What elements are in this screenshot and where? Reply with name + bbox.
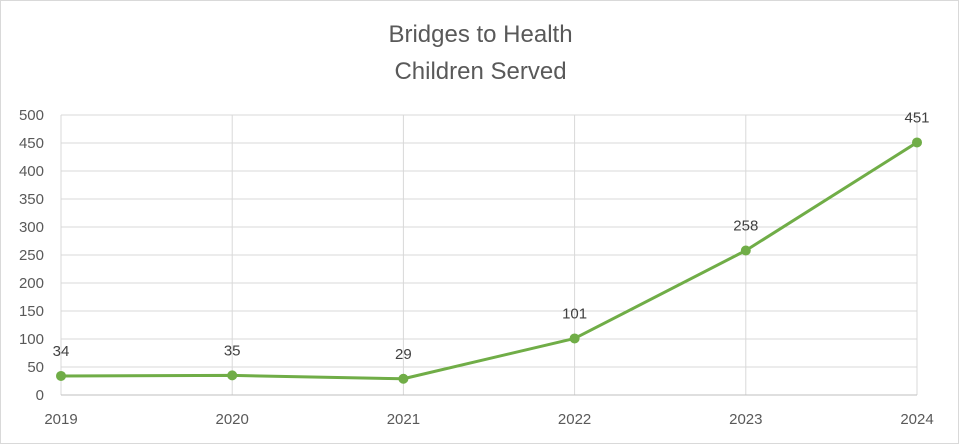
x-tick-label: 2022 xyxy=(558,411,591,428)
data-label: 35 xyxy=(224,342,241,359)
data-label: 451 xyxy=(904,109,929,126)
x-tick-label: 2021 xyxy=(387,411,420,428)
y-tick-label: 350 xyxy=(19,191,44,208)
y-tick-label: 250 xyxy=(19,247,44,264)
chart-title-line-2: Children Served xyxy=(394,58,567,85)
data-label: 101 xyxy=(562,305,587,322)
x-tick-label: 2020 xyxy=(216,411,249,428)
data-point xyxy=(912,137,922,148)
chart-title-line-1: Bridges to Health xyxy=(388,21,573,48)
data-point xyxy=(569,333,580,344)
data-point xyxy=(740,245,751,256)
data-point xyxy=(227,370,238,381)
series-line xyxy=(60,141,918,381)
y-tick-label: 0 xyxy=(36,387,44,404)
x-tick-label: 2024 xyxy=(900,411,933,428)
data-label: 258 xyxy=(733,218,758,235)
y-tick-label: 300 xyxy=(19,219,44,236)
y-tick-label: 450 xyxy=(19,135,44,152)
data-point xyxy=(56,370,66,381)
x-tick-label: 2019 xyxy=(44,411,77,428)
data-label: 29 xyxy=(395,346,412,363)
y-tick-label: 200 xyxy=(19,275,44,292)
y-tick-label: 150 xyxy=(19,303,44,320)
y-tick-label: 100 xyxy=(19,331,44,348)
data-point xyxy=(398,373,409,384)
y-tick-label: 50 xyxy=(27,359,44,376)
y-tick-label: 500 xyxy=(19,107,44,124)
data-label: 34 xyxy=(53,343,70,360)
y-tick-label: 400 xyxy=(19,163,44,180)
x-tick-label: 2023 xyxy=(729,411,762,428)
